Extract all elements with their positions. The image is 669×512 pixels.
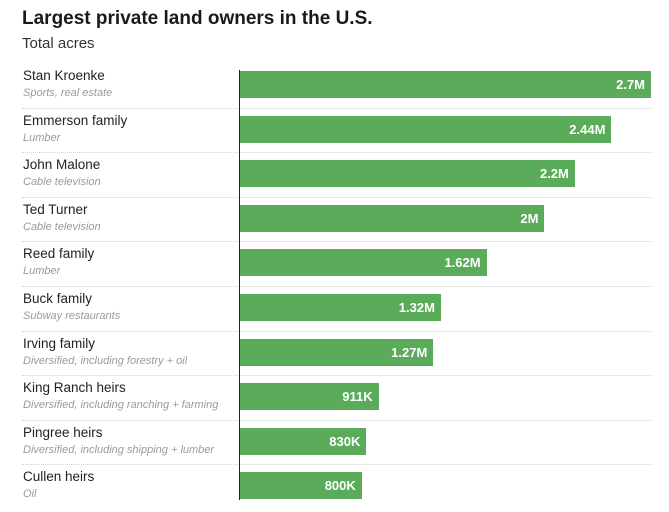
bar-value-label: 2.44M: [569, 121, 606, 137]
category-name: Reed family: [23, 246, 95, 262]
category-description: Diversified, including forestry + oil: [23, 354, 188, 367]
category-name: Stan Kroenke: [23, 68, 105, 83]
bar-value-label: 2.2M: [539, 166, 569, 182]
category-name: John Malone: [23, 157, 101, 173]
bar-value-label: 2.7M: [616, 77, 645, 92]
bar-value-label: 1.27M: [391, 344, 428, 360]
row-separator: [22, 241, 652, 243]
category-description: Diversified, including shipping + lumber: [23, 443, 215, 456]
row-separator: [22, 196, 652, 198]
category-name: Buck family: [23, 291, 93, 306]
category-description: Sports, real estate: [23, 87, 113, 99]
bar: [240, 338, 434, 366]
chart-subtitle: Total acres: [22, 35, 95, 52]
bar-value-label: 2M: [520, 210, 539, 226]
category-description: Subway restaurants: [23, 310, 121, 322]
category-name: Irving family: [23, 335, 96, 351]
row-separator: [22, 152, 652, 154]
bar: [240, 383, 379, 411]
bar: [240, 472, 362, 500]
category-name: Emmerson family: [23, 112, 128, 128]
bar-value-label: 1.62M: [444, 255, 481, 271]
bar: [240, 204, 545, 232]
category-description: Cable television: [23, 176, 101, 189]
bar: [240, 427, 367, 455]
bar-value-label: 800K: [324, 478, 356, 494]
category-description: Lumber: [23, 131, 61, 144]
row-separator: [22, 464, 652, 466]
bar: [240, 294, 441, 321]
category-name: Pingree heirs: [23, 424, 103, 440]
bar: [240, 160, 575, 188]
row-separator: [22, 419, 652, 421]
bar-value-label: 911K: [342, 389, 373, 405]
row-separator: [22, 286, 652, 287]
category-description: Cable television: [23, 220, 101, 233]
bar: [240, 115, 612, 143]
bar: [240, 71, 651, 98]
category-description: Lumber: [23, 265, 61, 278]
row-separator: [22, 330, 652, 332]
bar: [240, 249, 487, 277]
category-description: Diversified, including ranching + farmin…: [23, 399, 219, 412]
category-name: Ted Turner: [23, 201, 88, 217]
bar-value-label: 830K: [329, 433, 361, 449]
row-separator: [22, 107, 652, 109]
chart-title: Largest private land owners in the U.S.: [22, 8, 373, 29]
row-separator: [22, 375, 652, 377]
category-name: Cullen heirs: [23, 469, 95, 485]
category-description: Oil: [23, 488, 37, 501]
bar-value-label: 1.32M: [398, 300, 435, 315]
category-name: King Ranch heirs: [23, 380, 126, 396]
category-axis-line: [239, 70, 240, 500]
